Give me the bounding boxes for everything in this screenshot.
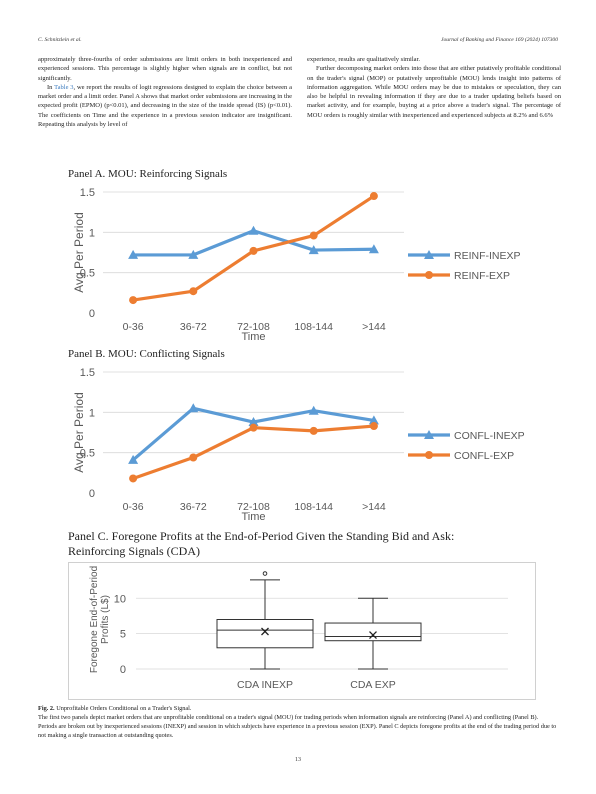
y-axis-label-line: Foregone End-of-Period <box>89 566 100 673</box>
data-point-circle <box>189 287 198 296</box>
y-axis-label: Foregone End-of-PeriodProfits (L$) <box>89 566 111 673</box>
panel-a-title: Panel A. MOU: Reinforcing Signals <box>68 168 228 180</box>
caption-title: Unprofitable Orders Conditional on a Tra… <box>56 705 192 712</box>
legend-label: REINF-EXP <box>454 270 510 282</box>
legend-marker <box>424 250 434 259</box>
x-tick-label: 36-72 <box>180 321 207 333</box>
panel-b-chart: 0 0.5 1 1.5 0-36 36-72 72-108 108-144 >144 Time Av… <box>72 367 525 523</box>
paragraph: Further decomposing market orders into t… <box>307 65 561 119</box>
data-point-triangle <box>308 245 319 255</box>
paragraph: experience, results are qualitatively si… <box>307 56 420 63</box>
text-column-left: approximately three-fourths of order sub… <box>38 55 292 129</box>
y-tick-label: 1.5 <box>80 187 95 199</box>
data-point-circle <box>189 453 198 462</box>
panel-c-title: Panel C. Foregone Profits at the End-of-… <box>68 529 538 559</box>
mean-marker <box>261 627 269 636</box>
y-tick-label: 0 <box>89 308 95 320</box>
y-tick-label: 1.5 <box>80 367 95 379</box>
chart-border <box>68 562 536 700</box>
data-point-triangle <box>248 225 259 235</box>
page-number: 13 <box>295 757 301 763</box>
data-point-triangle <box>308 405 319 415</box>
x-tick-label: CDA INEXP <box>237 679 293 691</box>
y-axis-label: Avg Per Period <box>72 392 86 473</box>
panel-b-title: Panel B. MOU: Conflicting Signals <box>68 348 225 360</box>
data-point-circle <box>249 423 258 432</box>
data-point-triangle <box>128 249 139 259</box>
data-point-circle <box>249 246 258 255</box>
legend-marker <box>425 271 433 279</box>
legend-label: REINF-INEXP <box>454 250 521 262</box>
panel-a-chart: 0 0.5 1 1.5 0-36 36-72 72-108 108-144 >144 Time Av… <box>72 187 521 343</box>
x-tick-label: 108-144 <box>294 321 333 333</box>
running-header-authors: C. Schnitzlein et al. <box>38 37 82 43</box>
running-header-journal: Journal of Banking and Finance 169 (2024… <box>441 37 558 43</box>
data-point-circle <box>369 422 378 431</box>
table-3-link[interactable]: Table 3 <box>54 83 74 91</box>
paragraph: approximately three-fourths of order sub… <box>38 56 292 82</box>
y-tick-label: 5 <box>120 629 126 641</box>
data-point-circle <box>129 474 138 483</box>
legend-label: CONFL-INEXP <box>454 430 525 442</box>
y-tick-label: 10 <box>114 593 126 605</box>
data-point-triangle <box>248 417 259 427</box>
text-run: , we report the results of logit regress… <box>38 83 292 129</box>
x-tick-label: 0-36 <box>123 321 144 333</box>
data-point-triangle <box>368 244 379 254</box>
caption-title-line: Fig. 2. Unprofitable Orders Conditional … <box>38 705 558 714</box>
x-tick-label: 72-108 <box>237 321 270 333</box>
caption-label: Fig. 2. <box>38 705 55 712</box>
x-axis-label: Time <box>241 331 265 343</box>
data-point-triangle <box>188 403 199 413</box>
panel-c-title-line-1: Panel C. Foregone Profits at the End-of-… <box>68 529 455 543</box>
y-tick-label: 1 <box>89 227 95 239</box>
legend-marker <box>424 430 434 439</box>
outlier-point <box>262 571 268 576</box>
x-axis-label: Time <box>241 511 265 523</box>
series-line <box>132 424 375 480</box>
x-tick-label: 108-144 <box>294 501 333 513</box>
data-point-triangle <box>188 249 199 259</box>
y-tick-label: 0 <box>89 488 95 500</box>
y-axis-label: Avg Per Period <box>72 212 86 293</box>
series-line <box>132 406 375 462</box>
x-tick-label: 72-108 <box>237 501 270 513</box>
legend-marker <box>425 451 433 459</box>
caption-body: The first two panels depict market order… <box>38 713 557 739</box>
text-column-right: experience, results are qualitatively si… <box>307 55 561 120</box>
x-tick-label: >144 <box>362 501 386 513</box>
data-point-circle <box>309 231 318 240</box>
y-tick-label: 1 <box>89 407 95 419</box>
y-axis-label-line: Profits (L$) <box>100 595 111 644</box>
y-tick-label: 0.5 <box>80 268 95 280</box>
data-point-circle <box>309 426 318 435</box>
data-point-circle <box>369 192 378 201</box>
x-tick-label: >144 <box>362 321 386 333</box>
mean-marker <box>369 631 377 640</box>
data-point-triangle <box>368 415 379 425</box>
figure-caption: Fig. 2. Unprofitable Orders Conditional … <box>38 705 558 741</box>
y-tick-label: 0.5 <box>80 448 95 460</box>
legend-label: CONFL-EXP <box>454 450 514 462</box>
data-point-triangle <box>128 454 139 464</box>
box-iqr <box>216 619 314 649</box>
x-tick-label: CDA EXP <box>350 679 396 691</box>
x-tick-label: 36-72 <box>180 501 207 513</box>
y-tick-label: 0 <box>120 664 126 676</box>
text-run: In <box>47 83 55 91</box>
paragraph: In Table 3, we report the results of log… <box>38 83 292 129</box>
panel-c-title-line-2: Reinforcing Signals (CDA) <box>68 544 200 558</box>
x-tick-label: 0-36 <box>123 501 144 513</box>
box-iqr <box>324 622 422 642</box>
data-point-circle <box>129 296 138 305</box>
